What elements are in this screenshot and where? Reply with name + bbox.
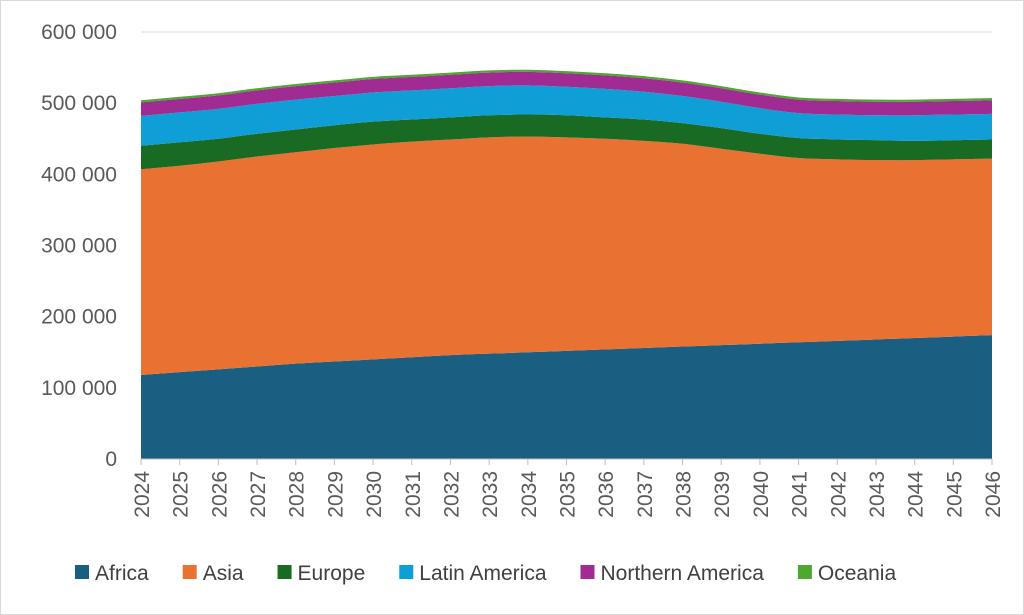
area-latin-america <box>141 85 992 146</box>
legend-item-latin-america: Latin America <box>399 562 547 585</box>
axes: 0 100 000 200 000 300 000 400 000 500 000 600 … <box>41 21 1005 518</box>
legend-label: Northern America <box>601 562 765 585</box>
x-tick-label: 2031 <box>402 471 425 518</box>
x-tick-label: 2024 <box>131 471 154 518</box>
area-asia <box>141 136 992 376</box>
legend-item-africa: Africa <box>75 562 149 585</box>
legend-item-europe: Europe <box>277 562 366 585</box>
x-tick-label: 2045 <box>943 471 966 518</box>
legend-swatch <box>75 565 89 579</box>
x-tick-label: 2035 <box>557 471 580 518</box>
x-tick-label: 2036 <box>595 471 618 518</box>
legend-label: Oceania <box>818 562 897 585</box>
legend-label: Asia <box>203 562 244 585</box>
x-tick-label: 2029 <box>324 471 347 518</box>
legend-swatch <box>277 565 292 579</box>
area-africa <box>141 335 992 459</box>
x-tick-label: 2034 <box>518 471 541 518</box>
x-tick-label: 2037 <box>634 471 657 518</box>
area-northern-america <box>141 71 992 116</box>
area-europe <box>141 114 992 170</box>
legend-label: Africa <box>95 562 149 585</box>
x-tick-label: 2046 <box>982 471 1005 518</box>
x-tick-label: 2042 <box>827 471 850 518</box>
legend-swatch <box>580 565 595 579</box>
legend-item-asia: Asia <box>182 562 244 585</box>
series-areas <box>141 69 992 459</box>
x-tick-label: 2040 <box>750 471 773 518</box>
x-tick-label: 2032 <box>440 471 463 518</box>
x-tick-label: 2027 <box>247 471 270 518</box>
x-tick-label: 2028 <box>286 471 309 518</box>
legend-item-northern-america: Northern America <box>580 562 765 585</box>
x-tick-label: 2043 <box>866 471 889 518</box>
y-tick-label: 600 000 <box>41 21 117 44</box>
x-tick-label: 2026 <box>208 471 231 518</box>
legend-item-oceania: Oceania <box>797 562 897 585</box>
x-tick-label: 2044 <box>905 471 928 518</box>
x-tick-label: 2039 <box>711 471 734 518</box>
x-tick-label: 2030 <box>363 471 386 518</box>
y-tick-label: 0 <box>105 448 117 471</box>
legend-swatch <box>182 565 197 579</box>
x-tick-label: 2041 <box>789 471 812 518</box>
legend-label: Europe <box>298 562 366 585</box>
y-tick-label: 200 000 <box>41 306 117 329</box>
legend-swatch <box>797 565 812 579</box>
y-tick-label: 100 000 <box>41 377 117 400</box>
y-tick-label: 300 000 <box>41 235 117 258</box>
x-tick-label: 2038 <box>673 471 696 518</box>
y-tick-label: 400 000 <box>41 163 117 186</box>
y-tick-label: 500 000 <box>41 92 117 115</box>
x-tick-label: 2025 <box>170 471 193 518</box>
legend: Africa Asia Europe Latin America Northern Am… <box>75 562 896 585</box>
legend-label: Latin America <box>419 562 547 585</box>
legend-swatch <box>399 565 414 579</box>
x-tick-label: 2033 <box>479 471 502 518</box>
